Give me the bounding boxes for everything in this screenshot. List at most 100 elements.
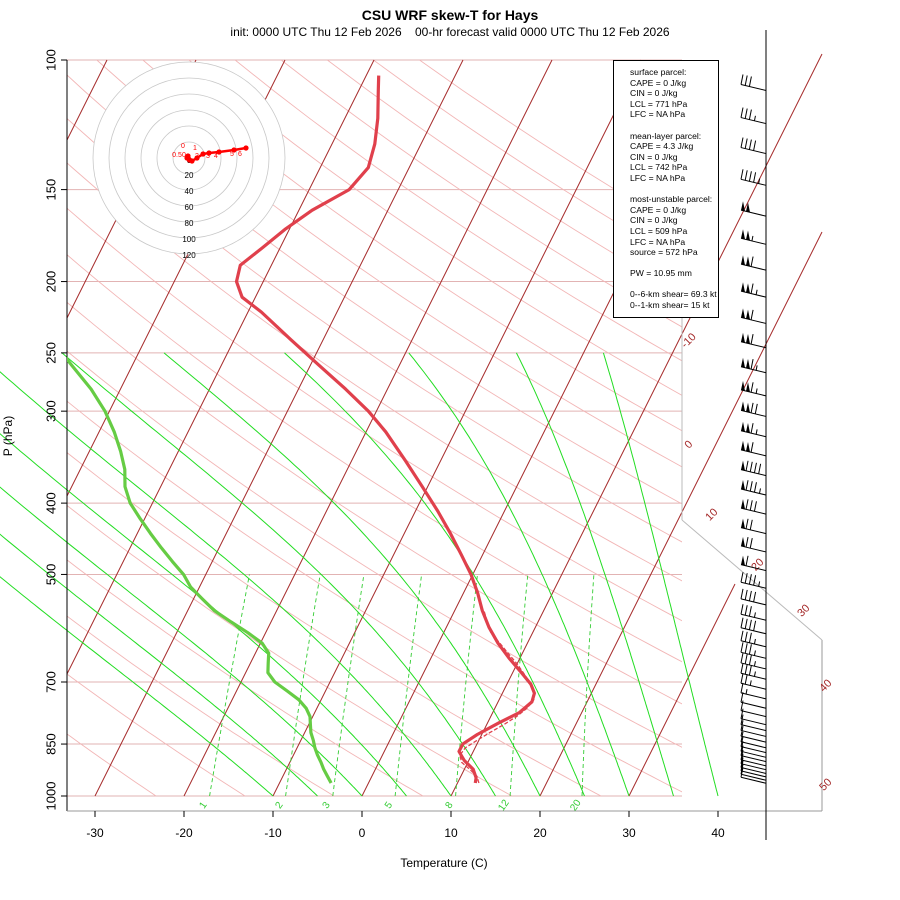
- wind-barb: [740, 708, 767, 726]
- wind-barb: [740, 652, 767, 670]
- barb-flag: [753, 501, 757, 512]
- barb-pennant: [741, 480, 745, 490]
- barb-pennant: [746, 358, 750, 369]
- pressure-tick-label: 250: [43, 342, 58, 364]
- pressure-tick-label: 200: [43, 271, 58, 293]
- barb-flag: [740, 642, 744, 653]
- hodograph-point-label: 6: [238, 151, 242, 158]
- isotherm-line: [272, 59, 642, 797]
- barb-flag: [744, 75, 748, 86]
- dry-adiabat: [67, 207, 682, 622]
- isotherm-line: [66, 59, 375, 675]
- hodograph-ring: [140, 109, 238, 207]
- wind-barb: [740, 726, 767, 743]
- barb-pennant: [746, 309, 750, 320]
- barb-staff: [740, 263, 767, 271]
- barb-staff: [740, 701, 767, 709]
- barb-half-flag: [753, 115, 756, 121]
- barb-pennant: [741, 282, 745, 293]
- precipitable-water: PW = 10.95 mm: [630, 268, 692, 279]
- dry-adiabat: [67, 673, 246, 797]
- dry-adiabat: [67, 400, 682, 793]
- dry-adiabat: [96, 60, 682, 468]
- most-unstable-source: source = 572 hPa: [630, 247, 698, 258]
- barb-flag: [753, 591, 757, 603]
- barb-flag: [740, 731, 744, 742]
- barb-flag: [745, 555, 749, 566]
- dry-adiabat-lines: [67, 60, 682, 797]
- barb-flag: [744, 664, 748, 675]
- mixing-ratio-line: [209, 574, 250, 797]
- surface-cape: CAPE = 0 J/kg: [630, 77, 687, 88]
- mixing-ratio-label: 5: [383, 800, 395, 811]
- wind-barb: [740, 736, 767, 754]
- wind-barb: [740, 460, 767, 477]
- wind-barb: [740, 308, 767, 324]
- barb-flag: [740, 107, 744, 118]
- precipitable-water-block: PW = 10.95 mm: [630, 268, 718, 279]
- barb-flag: [740, 682, 744, 693]
- barb-flag: [744, 170, 748, 181]
- barb-flag: [753, 462, 757, 473]
- surface-lcl: LCL = 771 hPa: [630, 98, 688, 109]
- y-axis-label: P (hPa): [1, 416, 15, 456]
- moist-adiabat: [284, 352, 585, 797]
- hodograph-ring-label: 80: [185, 219, 194, 228]
- isotherm-label: 10: [703, 506, 720, 523]
- barb-flag: [748, 644, 752, 655]
- temperature-tick-label: 0: [359, 826, 366, 840]
- moist-adiabat: [408, 352, 630, 797]
- barb-flag: [753, 620, 757, 631]
- barb-half-flag: [758, 488, 761, 494]
- wind-barb: [740, 663, 767, 680]
- most-unstable-header: most-unstable parcel:: [630, 194, 713, 205]
- barb-flag: [740, 663, 744, 674]
- barb-staff: [740, 692, 767, 700]
- x-axis-label: Temperature (C): [400, 856, 487, 870]
- temperature-tick-label: 30: [622, 826, 636, 840]
- barb-pennant: [746, 402, 750, 413]
- hodograph-ring-label: 60: [185, 203, 194, 212]
- isotherm-line: [450, 333, 683, 797]
- wind-barb: [740, 720, 767, 737]
- mixing-ratio-label: 3: [321, 800, 333, 811]
- barb-flag: [744, 643, 748, 654]
- barb-staff: [740, 729, 767, 737]
- barb-flag: [748, 632, 752, 643]
- wind-barb: [740, 480, 767, 496]
- dewpoint-trace: [67, 356, 333, 784]
- barb-flag: [748, 606, 752, 617]
- barb-pennant: [746, 382, 750, 393]
- wind-barb: [740, 741, 767, 758]
- hodograph-point-label: 0: [182, 152, 186, 159]
- mixing-ratio-line: [509, 574, 529, 797]
- barb-half-flag: [755, 388, 758, 394]
- barb-pennant: [741, 332, 745, 343]
- hodograph-ring: [92, 61, 286, 255]
- barb-flag: [744, 605, 748, 616]
- mean-layer-lfc: LFC = NA hPa: [630, 172, 686, 183]
- barb-flag: [748, 109, 752, 120]
- barb-flag: [740, 749, 744, 760]
- barb-pennant: [741, 201, 745, 212]
- isotherm-lines: [66, 53, 823, 797]
- barb-flag: [740, 753, 744, 764]
- dry-adiabat: [280, 60, 682, 328]
- barb-staff: [740, 776, 767, 784]
- wind-barb: [740, 518, 767, 535]
- hodograph-point-label: 0: [181, 143, 185, 150]
- barb-pennant: [741, 421, 745, 432]
- temperature-tick-label: 10: [444, 826, 458, 840]
- barb-flag: [740, 736, 744, 747]
- isotherm-line: [183, 59, 553, 797]
- barb-pennant: [741, 518, 745, 529]
- wind-barb: [740, 692, 767, 709]
- hodograph-point-label: 3: [206, 153, 210, 160]
- barb-flag: [748, 590, 752, 602]
- barb-staff: [740, 746, 767, 754]
- dry-adiabat: [67, 733, 157, 797]
- wind-barb: [740, 255, 767, 271]
- wind-barb: [740, 760, 767, 778]
- wind-barb: [740, 630, 767, 648]
